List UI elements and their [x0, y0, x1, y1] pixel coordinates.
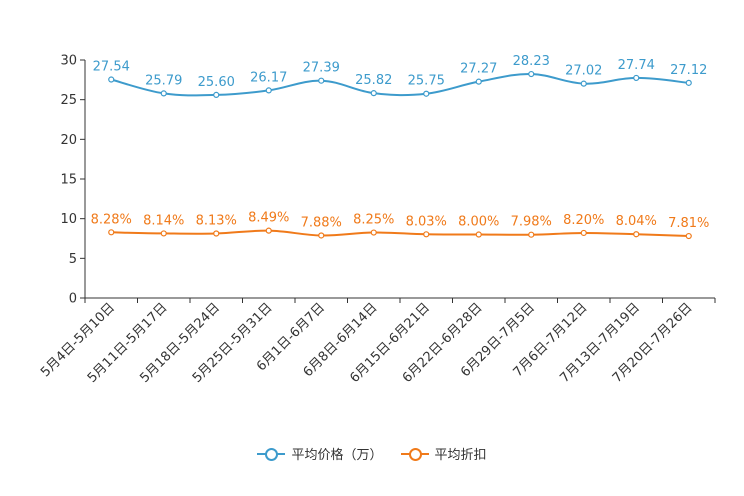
data-point: [108, 76, 115, 83]
data-label: 7.88%: [301, 215, 342, 230]
data-label: 27.54: [93, 60, 130, 75]
y-tick-label: 15: [60, 173, 77, 188]
legend-item-price[interactable]: 平均价格（万）: [257, 444, 383, 463]
data-label: 7.81%: [668, 216, 709, 231]
chart-legend: 平均价格（万） 平均折扣: [0, 444, 744, 463]
data-label: 7.98%: [511, 215, 552, 230]
data-label: 25.82: [355, 73, 392, 88]
line-chart: 0510152025305月4日-5月10日5月11日-5月17日5月18日-5…: [38, 54, 716, 386]
data-point: [475, 231, 482, 238]
data-point: [423, 90, 430, 97]
legend-marker-discount-icon: [400, 447, 429, 461]
data-label: 8.14%: [143, 213, 184, 228]
legend-label-discount: 平均折扣: [434, 448, 487, 463]
data-label: 8.28%: [91, 212, 132, 227]
data-label: 25.75: [408, 74, 445, 89]
data-point: [580, 80, 587, 87]
data-point: [265, 227, 272, 234]
data-point: [160, 90, 167, 97]
y-tick-label: 30: [60, 54, 77, 69]
data-label: 8.04%: [616, 214, 657, 229]
data-label: 26.17: [250, 70, 287, 85]
data-point: [213, 91, 220, 99]
data-point: [265, 87, 272, 94]
data-point: [475, 78, 482, 85]
data-point: [633, 74, 640, 82]
y-tick-label: 0: [69, 292, 77, 307]
legend-item-discount[interactable]: 平均折扣: [400, 444, 487, 463]
data-label: 8.03%: [406, 214, 447, 229]
data-label: 27.74: [618, 58, 655, 73]
data-point: [528, 70, 535, 78]
data-point: [318, 77, 325, 84]
data-label: 27.12: [670, 63, 707, 78]
data-label: 8.49%: [248, 211, 289, 226]
data-label: 27.27: [460, 62, 497, 77]
data-point: [318, 232, 325, 239]
data-point: [423, 231, 430, 238]
data-point: [370, 229, 377, 236]
data-label: 8.13%: [196, 214, 237, 229]
data-point: [370, 90, 377, 97]
data-label: 8.00%: [458, 215, 499, 230]
data-label: 8.25%: [353, 213, 394, 228]
data-point: [160, 230, 167, 237]
data-label: 25.60: [198, 75, 235, 90]
data-point: [528, 231, 535, 238]
data-point: [685, 232, 692, 240]
data-label: 27.39: [303, 61, 340, 76]
series-line-0: [110, 73, 689, 97]
data-point: [580, 229, 587, 237]
data-label: 27.02: [565, 64, 602, 79]
data-point: [685, 79, 692, 86]
data-label: 25.79: [145, 73, 182, 88]
y-tick-label: 5: [69, 252, 77, 267]
legend-marker-price-icon: [257, 447, 286, 461]
data-label: 8.20%: [563, 213, 604, 228]
data-label: 28.23: [513, 54, 550, 69]
data-point: [213, 230, 220, 237]
data-point: [108, 229, 115, 236]
series-line-1: [111, 229, 689, 238]
y-tick-label: 20: [60, 133, 77, 148]
data-point: [633, 231, 640, 238]
legend-label-price: 平均价格（万）: [291, 448, 383, 463]
y-tick-label: 10: [60, 212, 77, 227]
y-tick-label: 25: [60, 93, 77, 108]
